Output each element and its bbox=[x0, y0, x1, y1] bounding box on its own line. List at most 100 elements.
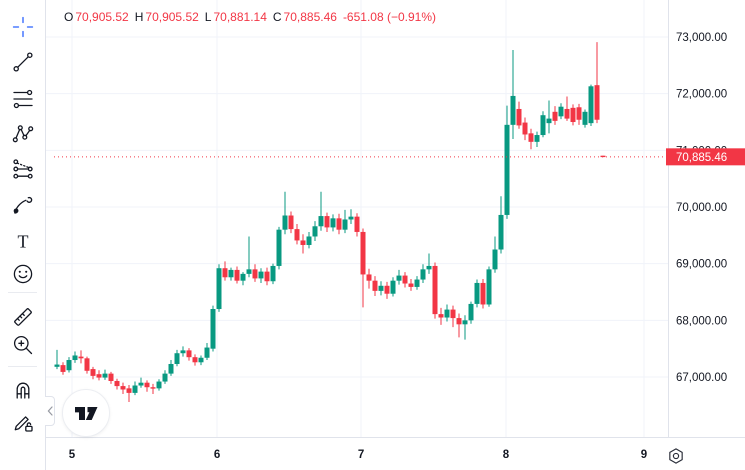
candle bbox=[414, 276, 420, 290]
candle bbox=[156, 379, 162, 391]
candle bbox=[354, 213, 360, 237]
candle bbox=[342, 209, 348, 234]
candle bbox=[228, 267, 234, 281]
toolbar-divider bbox=[8, 366, 37, 367]
tool-crosshair-button[interactable] bbox=[9, 13, 36, 40]
candle bbox=[312, 221, 318, 242]
legend-close: C 70,885.46 bbox=[272, 10, 337, 24]
candle bbox=[408, 278, 414, 291]
legend-high: H 70,905.52 bbox=[134, 10, 199, 24]
tradingview-logo[interactable] bbox=[62, 389, 110, 437]
candle bbox=[372, 276, 378, 296]
candle bbox=[432, 262, 438, 319]
candle bbox=[66, 357, 72, 373]
x-tick-label: 6 bbox=[214, 449, 220, 461]
candle bbox=[186, 348, 192, 361]
candle bbox=[384, 281, 390, 299]
tool-pattern-button[interactable] bbox=[9, 120, 36, 147]
candle bbox=[180, 346, 186, 357]
candles-layer bbox=[54, 42, 606, 402]
tool-emoji-button[interactable] bbox=[9, 260, 36, 287]
gridlines bbox=[46, 0, 668, 437]
lock-drawings-icon bbox=[11, 410, 35, 434]
y-tick-label: 68,000.00 bbox=[676, 315, 727, 327]
measure-icon bbox=[11, 305, 35, 329]
candle bbox=[162, 370, 168, 384]
candle bbox=[438, 307, 444, 325]
candle bbox=[54, 349, 60, 370]
tool-measure-button[interactable] bbox=[9, 303, 36, 330]
candle bbox=[378, 281, 384, 296]
candle bbox=[516, 101, 522, 129]
chart-settings-gear-button[interactable] bbox=[664, 444, 688, 468]
tool-fib-retracement-button[interactable] bbox=[9, 85, 36, 112]
tool-magnet-button[interactable] bbox=[9, 375, 36, 402]
candle bbox=[330, 214, 336, 232]
pattern-icon bbox=[11, 122, 35, 146]
toolbar-collapse-handle[interactable] bbox=[45, 396, 55, 426]
drawing-toolbar: T bbox=[0, 0, 46, 470]
candle bbox=[474, 279, 480, 308]
zoom-in-icon bbox=[11, 333, 35, 357]
candle bbox=[594, 42, 600, 124]
candle bbox=[102, 369, 108, 380]
tradingview-logo-icon bbox=[75, 407, 98, 420]
candle bbox=[114, 378, 120, 390]
tool-text-button[interactable]: T bbox=[9, 228, 36, 255]
fib-retracement-icon bbox=[11, 87, 35, 111]
tool-trend-line-button[interactable] bbox=[9, 48, 36, 75]
candle bbox=[270, 263, 276, 285]
candle bbox=[96, 370, 102, 381]
candle bbox=[462, 315, 468, 340]
x-tick-label: 5 bbox=[69, 449, 76, 461]
legend-change: -651.08 (−0.91%) bbox=[342, 10, 436, 24]
candle bbox=[576, 103, 582, 125]
candle bbox=[204, 343, 210, 361]
candle bbox=[132, 381, 138, 396]
tool-zoom-in-button[interactable] bbox=[9, 331, 36, 358]
y-tick-label: 70,000.00 bbox=[676, 202, 727, 214]
candle bbox=[546, 100, 552, 134]
candle bbox=[306, 231, 312, 249]
tool-prediction-button[interactable] bbox=[9, 155, 36, 182]
candle bbox=[324, 212, 330, 232]
candle bbox=[360, 228, 366, 308]
magnet-icon bbox=[11, 377, 35, 401]
candle bbox=[522, 117, 528, 141]
candle bbox=[570, 104, 576, 126]
candle bbox=[588, 84, 594, 126]
x-tick-label: 9 bbox=[641, 449, 647, 461]
candle bbox=[144, 380, 150, 392]
tool-brush-button[interactable] bbox=[9, 191, 36, 218]
gear-icon bbox=[669, 448, 683, 464]
candle bbox=[564, 96, 570, 121]
candle bbox=[396, 269, 402, 285]
y-tick-label: 67,000.00 bbox=[676, 372, 727, 384]
tool-lock-drawings-button[interactable] bbox=[9, 408, 36, 435]
candle bbox=[252, 264, 258, 282]
candle bbox=[528, 128, 534, 150]
candle bbox=[168, 360, 174, 376]
price-scale[interactable]: 73,000.0072,000.0071,000.0070,000.0069,0… bbox=[669, 0, 745, 437]
candle bbox=[390, 277, 396, 297]
candle bbox=[552, 106, 558, 125]
candle bbox=[582, 109, 588, 128]
candle bbox=[444, 304, 450, 322]
candle bbox=[456, 313, 462, 338]
text-icon: T bbox=[11, 230, 35, 254]
x-tick-label: 8 bbox=[503, 449, 510, 461]
candle bbox=[486, 266, 492, 307]
candle bbox=[504, 105, 510, 219]
candle bbox=[126, 384, 132, 402]
candle bbox=[258, 268, 264, 283]
time-scale[interactable]: 5 6 7 8 9 bbox=[46, 438, 668, 470]
candle bbox=[174, 349, 180, 367]
y-tick-label: 69,000.00 bbox=[676, 259, 727, 271]
candle bbox=[276, 226, 282, 270]
candle bbox=[294, 224, 300, 245]
candle bbox=[192, 354, 198, 366]
svg-text:T: T bbox=[17, 231, 28, 251]
crosshair-icon bbox=[11, 15, 35, 39]
